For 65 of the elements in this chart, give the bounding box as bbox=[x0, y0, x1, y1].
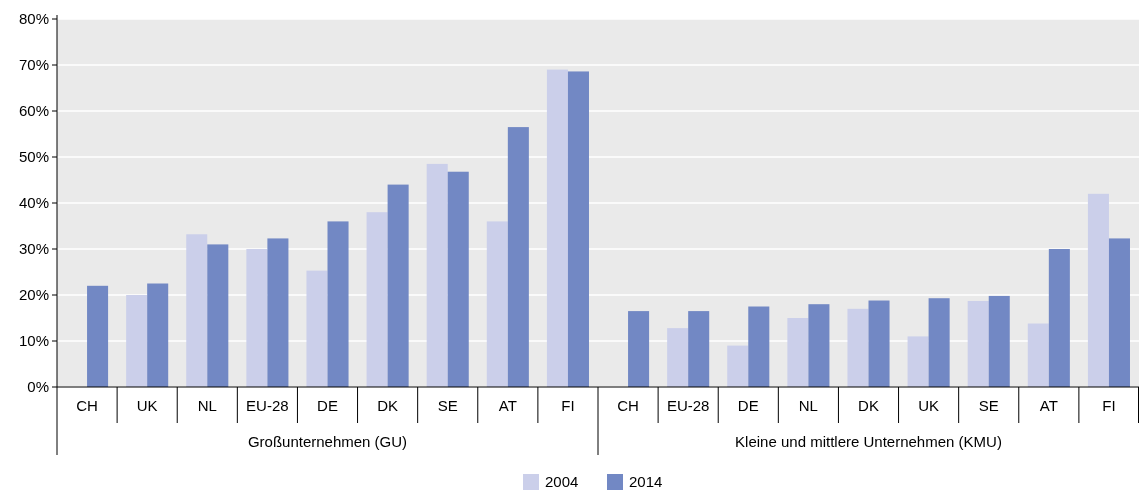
x-tick-label: UK bbox=[136, 397, 158, 414]
y-tick-label: 40% bbox=[18, 194, 49, 212]
y-tick-label: 60% bbox=[18, 102, 49, 120]
x-tick-label: CH bbox=[617, 397, 639, 414]
legend-label: 2004 bbox=[545, 473, 579, 491]
bar bbox=[808, 304, 830, 387]
x-tick-label: UK bbox=[918, 397, 940, 414]
y-tick-label: 70% bbox=[18, 56, 49, 74]
legend-label: 2014 bbox=[629, 473, 663, 491]
bar bbox=[327, 221, 349, 387]
x-tick-label: EU-28 bbox=[246, 397, 289, 414]
bar bbox=[988, 295, 1010, 387]
bar bbox=[507, 127, 529, 387]
bar bbox=[306, 270, 328, 387]
bar bbox=[246, 249, 268, 387]
x-tick-label: NL bbox=[798, 397, 818, 414]
bar bbox=[1048, 249, 1070, 387]
bar bbox=[207, 244, 229, 387]
bar bbox=[868, 300, 890, 387]
bar bbox=[267, 238, 289, 387]
x-tick-label: DK bbox=[377, 397, 399, 414]
bar bbox=[366, 212, 388, 387]
x-tick-label: EU-28 bbox=[666, 397, 710, 414]
text: Kleine und mittlere Unternehmen (KMU) bbox=[735, 433, 1002, 450]
y-tick-label: 10% bbox=[18, 332, 49, 350]
bar bbox=[426, 163, 448, 387]
bar bbox=[628, 311, 650, 387]
bar bbox=[688, 311, 710, 387]
x-tick-label: DE bbox=[737, 397, 759, 414]
x-tick-label: AT bbox=[498, 397, 517, 414]
bar bbox=[847, 308, 869, 387]
bar bbox=[147, 283, 169, 387]
bar bbox=[907, 336, 929, 387]
bar bbox=[1087, 193, 1109, 387]
bar bbox=[567, 71, 589, 387]
bar bbox=[787, 318, 809, 387]
bar bbox=[186, 234, 208, 387]
bar bbox=[667, 328, 689, 387]
bar bbox=[126, 295, 148, 387]
bar bbox=[546, 69, 568, 387]
y-tick-label: 80% bbox=[18, 10, 49, 28]
bar bbox=[748, 306, 770, 387]
x-tick-label: FI bbox=[1102, 397, 1116, 414]
y-tick-label: 30% bbox=[18, 240, 49, 258]
x-tick-label: DK bbox=[858, 397, 879, 414]
bar bbox=[928, 298, 950, 387]
x-tick-label: DE bbox=[317, 397, 338, 414]
x-tick-label: SE bbox=[437, 397, 458, 414]
y-tick-label: 0% bbox=[27, 378, 49, 396]
bar bbox=[1027, 323, 1049, 387]
bar bbox=[447, 171, 469, 387]
y-tick-label: 50% bbox=[18, 148, 49, 166]
x-tick-label: FI bbox=[561, 397, 575, 414]
x-tick-label: CH bbox=[76, 397, 98, 414]
bar bbox=[486, 221, 508, 387]
bar bbox=[1108, 238, 1130, 387]
bar bbox=[87, 285, 109, 387]
bar bbox=[727, 345, 749, 387]
bar bbox=[387, 184, 409, 387]
x-tick-label: NL bbox=[197, 397, 217, 414]
y-tick-label: 20% bbox=[18, 286, 49, 304]
bar bbox=[967, 300, 989, 387]
x-tick-label: SE bbox=[978, 397, 999, 414]
x-tick-label: AT bbox=[1039, 397, 1058, 414]
text: Großunternehmen (GU) bbox=[247, 433, 408, 450]
